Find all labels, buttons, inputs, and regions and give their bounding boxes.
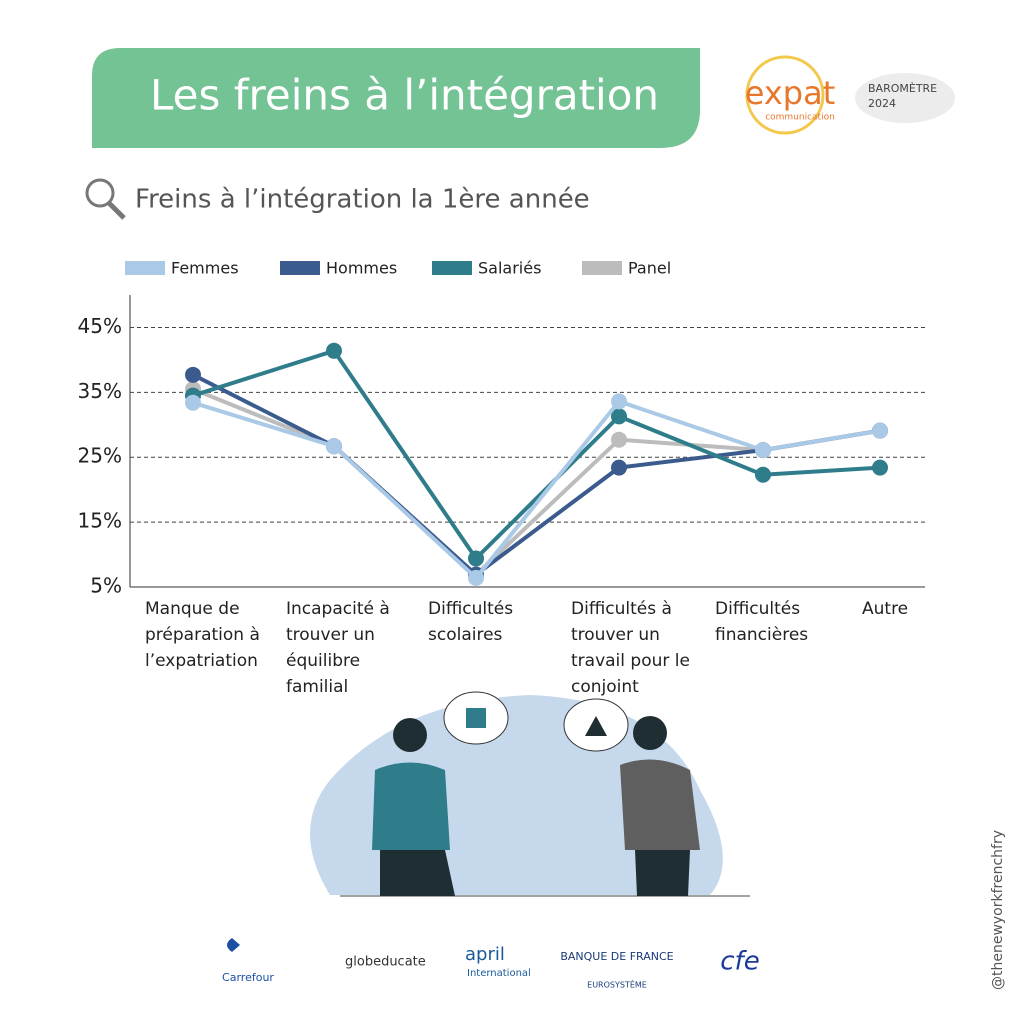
- sponsor: International: [467, 968, 531, 979]
- legend-swatch: [125, 261, 165, 275]
- x-tick-label: Autre: [862, 599, 909, 619]
- page-title: Les freins à l’intégration: [150, 71, 659, 120]
- sponsor: Carrefour: [222, 971, 274, 984]
- legend-label: Panel: [628, 259, 671, 278]
- sponsor: april: [465, 944, 505, 965]
- sponsor: BANQUE DE FRANCE: [560, 950, 673, 963]
- y-tick-label: 35%: [78, 379, 122, 403]
- point: [326, 438, 342, 455]
- logo-sub: communication: [765, 113, 835, 123]
- point: [185, 394, 201, 411]
- credit: @thenewyorkfrenchfry: [990, 830, 1006, 990]
- y-tick-label: 25%: [78, 444, 122, 468]
- legend-label: Femmes: [171, 259, 239, 278]
- logo-ring: [745, 55, 825, 135]
- woman-skirt: [380, 850, 455, 896]
- point: [611, 393, 627, 410]
- legend-label: Hommes: [326, 259, 397, 278]
- legend-label: Salariés: [478, 259, 541, 278]
- illustration: [310, 691, 750, 897]
- woman-body: [372, 762, 450, 850]
- man-legs: [635, 850, 690, 896]
- search-icon-handle: [107, 201, 126, 220]
- logo-name: expat: [745, 74, 836, 112]
- legend-swatch: [432, 261, 472, 275]
- point: [611, 408, 627, 425]
- series-line: [192, 399, 881, 581]
- point: [872, 459, 888, 476]
- point: [185, 366, 201, 383]
- bubble-square: [466, 708, 486, 728]
- point: [755, 466, 771, 483]
- point: [755, 442, 771, 459]
- x-tick-label: Difficultés financières: [715, 599, 809, 645]
- y-tick-label: 45%: [78, 314, 122, 338]
- search-icon: [85, 178, 115, 208]
- man-head: [633, 716, 667, 750]
- point: [326, 342, 342, 359]
- barometer: BAROMÈTRE: [868, 82, 937, 95]
- legend-swatch: [582, 261, 622, 275]
- world-map: [855, 73, 955, 123]
- woman-head: [393, 718, 427, 752]
- sponsor: cfe: [720, 947, 759, 977]
- legend-swatch: [280, 261, 320, 275]
- series-line: [192, 387, 881, 578]
- x-tick-label: Difficultés à trouver un travail pour le…: [571, 599, 690, 697]
- sponsor: EUROSYSTÈME: [587, 979, 647, 990]
- point: [468, 550, 484, 567]
- x-tick-label: Manque de préparation à l’expatriation: [145, 599, 260, 671]
- y-tick-label: 15%: [78, 509, 122, 533]
- x-tick-label: Difficultés scolaires: [428, 599, 514, 645]
- barometer-year: 2024: [868, 97, 896, 110]
- bubble-triangle: [585, 716, 607, 736]
- point: [468, 569, 484, 586]
- sponsor: globeducate: [345, 955, 426, 970]
- carrefour-logo: [227, 938, 240, 952]
- y-tick-label: 5%: [90, 574, 122, 598]
- title-banner: [92, 48, 700, 148]
- point: [872, 422, 888, 439]
- man-body: [620, 759, 700, 850]
- x-tick-label: Incapacité à trouver un équilibre famili…: [286, 599, 390, 697]
- point: [611, 431, 627, 448]
- point: [611, 459, 627, 476]
- chart-title: Freins à l’intégration la 1ère année: [135, 185, 590, 215]
